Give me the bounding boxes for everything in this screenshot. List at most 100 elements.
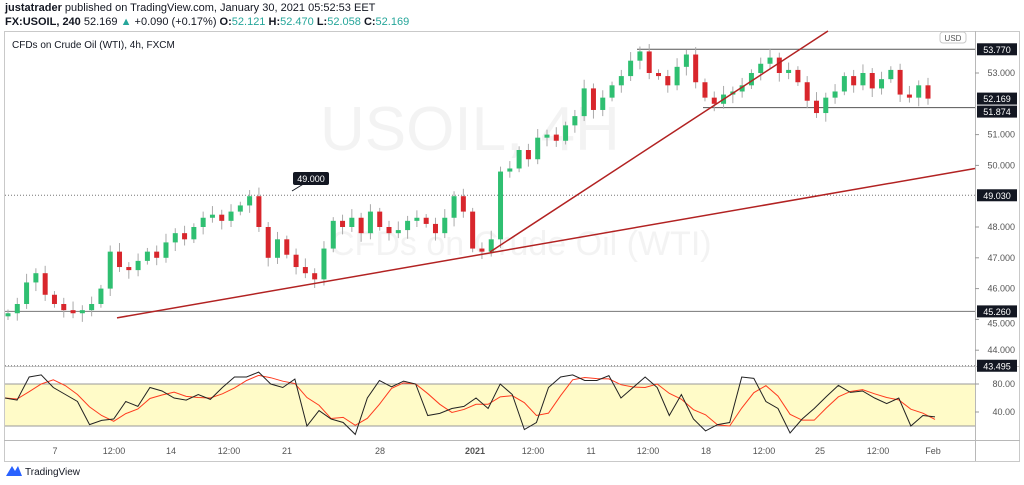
candle: [600, 97, 606, 110]
x-tick-label: 12:00: [522, 446, 545, 456]
x-tick-label: 11: [586, 446, 595, 456]
candle: [209, 214, 215, 218]
candle: [228, 211, 234, 221]
candle: [665, 76, 671, 86]
trendline-steep: [489, 30, 829, 253]
candle: [916, 85, 922, 98]
candle: [767, 57, 773, 64]
candle: [293, 254, 299, 268]
close-label: C:: [363, 16, 376, 28]
candle: [739, 85, 745, 92]
candle: [386, 227, 392, 234]
candle: [841, 76, 847, 92]
candle: [572, 116, 578, 126]
candle: [674, 66, 680, 86]
candle: [312, 273, 318, 280]
candle: [423, 217, 429, 224]
x-tick-label: 7: [52, 446, 57, 456]
y-tick-label: 45.000: [987, 318, 1015, 328]
candle: [274, 239, 280, 258]
stoch-y-tick-label: 80.00: [992, 379, 1015, 389]
candle: [488, 239, 494, 252]
price-label: 43.495: [983, 361, 1011, 371]
symbol-name: FX:USOIL, 240: [5, 16, 81, 28]
currency-text: USD: [945, 34, 962, 43]
price-label: 45.260: [983, 307, 1011, 317]
x-tick-label: 21: [282, 446, 292, 456]
tradingview-logo[interactable]: TradingView: [6, 466, 81, 478]
candle: [804, 82, 810, 101]
candle: [618, 76, 624, 86]
candle: [656, 73, 662, 77]
x-tick-label: Feb: [925, 446, 941, 456]
candle: [516, 150, 522, 169]
candle: [358, 217, 364, 234]
candle: [776, 57, 782, 73]
candle: [823, 97, 829, 114]
price-callout: 49.000: [291, 172, 329, 192]
stoch-y-tick-label: 40.00: [992, 407, 1015, 417]
candle: [628, 60, 634, 77]
currency-badge[interactable]: USD: [939, 31, 967, 44]
candle: [869, 73, 875, 89]
price-label: 49.030: [983, 191, 1011, 201]
author-name[interactable]: justatrader: [5, 2, 62, 14]
candle: [581, 88, 587, 117]
y-tick-label: 48.000: [987, 222, 1015, 232]
candle: [609, 85, 615, 98]
candle: [702, 82, 708, 98]
y-tick-label: 46.000: [987, 284, 1015, 294]
callout-text: 49.000: [297, 174, 325, 184]
x-tick-label: 28: [375, 446, 385, 456]
candle: [256, 196, 262, 227]
price-label: 53.770: [983, 45, 1011, 55]
candle: [906, 94, 912, 98]
y-tick-label: 50.000: [987, 160, 1015, 170]
y-tick-label: 44.000: [987, 345, 1015, 355]
candle: [832, 91, 838, 98]
symbol-info: FX:USOIL, 240 52.169 ▲ +0.090 (+0.17%) O…: [5, 16, 409, 28]
trendline-support: [116, 167, 976, 319]
high-label: H:: [268, 16, 281, 28]
candle: [70, 310, 76, 314]
candle: [42, 273, 48, 295]
candle: [711, 97, 717, 104]
candle: [107, 251, 113, 289]
time-axis[interactable]: 7 12:00 14 12:00 21 28 2021 12:00 11 12:00 18 12:00…: [52, 446, 940, 456]
x-tick-label: 18: [701, 446, 711, 456]
currency-box: [939, 31, 967, 44]
candle: [61, 304, 67, 311]
y-tick-label: 53.000: [987, 68, 1015, 78]
candle: [590, 88, 596, 110]
trendlines[interactable]: [116, 30, 976, 319]
watermark-symbol: USOIL, 4H: [320, 95, 620, 164]
candle: [340, 220, 346, 227]
candle: [637, 51, 643, 61]
candles: [5, 44, 931, 322]
candle: [14, 304, 20, 314]
candle: [897, 69, 903, 95]
candle: [321, 248, 327, 280]
candle: [460, 196, 466, 212]
x-tick-label: 12:00: [637, 446, 660, 456]
low-label: L:: [316, 16, 328, 28]
candle: [377, 211, 383, 227]
stoch-d-line: [4, 374, 936, 427]
candle: [182, 233, 188, 240]
low-value: 52.058: [327, 16, 361, 28]
x-tick-label: 2021: [465, 446, 485, 456]
candle: [748, 73, 754, 86]
candle: [535, 137, 541, 160]
price-axis[interactable]: 53.000 51.000 50.000 48.000 47.000 46.000 45.0…: [975, 43, 1017, 417]
candle: [79, 310, 85, 314]
candle: [117, 251, 123, 268]
price-change: +0.090 (+0.17%): [134, 16, 217, 28]
candle: [479, 248, 485, 252]
candle: [851, 76, 857, 86]
candle: [191, 227, 197, 240]
price-label-box: [977, 92, 1017, 105]
price-label: 52.169: [983, 94, 1011, 104]
candle: [553, 134, 559, 141]
candle: [24, 282, 30, 304]
